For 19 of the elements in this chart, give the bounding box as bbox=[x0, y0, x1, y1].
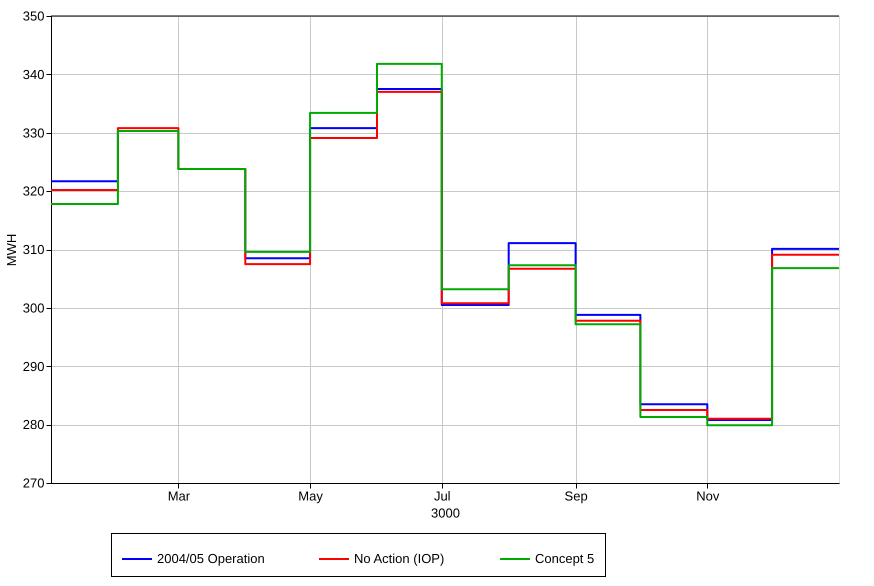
x-tick-label: Sep bbox=[564, 488, 588, 504]
y-tick-label: 280 bbox=[22, 417, 44, 432]
x-tick-label: Nov bbox=[696, 488, 720, 504]
x-tick-label: May bbox=[298, 488, 324, 504]
legend-label: 2004/05 Operation bbox=[157, 551, 265, 566]
x-axis-title: 3000 bbox=[431, 506, 460, 520]
x-tick-label: Mar bbox=[168, 488, 191, 504]
y-tick-label: 300 bbox=[22, 300, 44, 316]
y-tick-label: 330 bbox=[22, 125, 44, 140]
y-tick-label: 290 bbox=[22, 358, 44, 374]
y-tick-label: 340 bbox=[22, 66, 44, 82]
legend-label: No Action (IOP) bbox=[354, 551, 444, 566]
x-tick-label: Jul bbox=[434, 488, 451, 504]
y-tick-label: 270 bbox=[22, 476, 44, 490]
legend-label: Concept 5 bbox=[535, 551, 594, 566]
y-tick-label: 350 bbox=[22, 8, 44, 24]
y-axis-title: MWH bbox=[4, 234, 19, 266]
y-tick-label: 310 bbox=[22, 242, 44, 257]
y-tick-label: 320 bbox=[22, 184, 44, 199]
